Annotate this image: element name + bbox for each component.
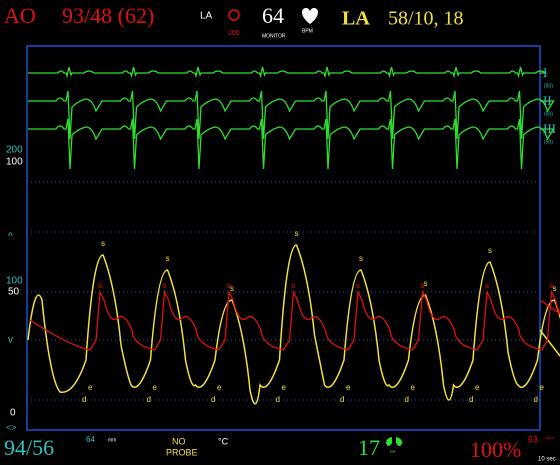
wave-label: e [475, 383, 480, 392]
lead-name: II [543, 93, 552, 108]
scale-label: 100 [6, 276, 23, 287]
wave-label: s [98, 281, 102, 290]
alarm-icon [228, 9, 240, 21]
footer-pressure: 94/56 [4, 435, 54, 460]
ecg-trace [28, 118, 555, 170]
footer-pressure-sub: 64 [86, 435, 95, 444]
scale-label: 0 [10, 408, 16, 419]
scale-label: 200 [6, 145, 23, 156]
temp-unit: °C [218, 436, 229, 446]
sweep: 10 sec [538, 457, 556, 463]
wave-label: e [540, 383, 545, 392]
wave-label: s [488, 246, 492, 255]
footer-pressure-unit: mm [108, 437, 116, 443]
wave-label: d [534, 395, 538, 404]
wave-label: e [217, 383, 222, 392]
wave-label: s [553, 284, 557, 293]
wave-label: s [166, 254, 170, 263]
resp-unit: RR [390, 449, 396, 454]
ecg-trace [28, 90, 555, 140]
spo2: 100% [470, 437, 521, 462]
lead-gain: (50) [544, 139, 553, 145]
alarm-source: LA [200, 11, 213, 22]
lead-name: I [543, 65, 547, 80]
heart-icon [302, 8, 318, 24]
temp-line1: NO [172, 436, 186, 446]
grid-lines [27, 181, 540, 401]
wave-label: s [421, 281, 425, 290]
wave-label: d [340, 395, 344, 404]
wave-label: d [276, 395, 280, 404]
wave-label: e [88, 383, 93, 392]
wave-label: e [346, 383, 351, 392]
la-label: LA [342, 8, 370, 30]
wave-label: s [359, 254, 363, 263]
alarm-limit: 200 [228, 30, 240, 37]
scale-arrows: <> [6, 422, 17, 432]
wave-label: s [230, 284, 234, 293]
la-pressure: 58/10, 18 [388, 8, 464, 30]
wave-label: d [405, 395, 409, 404]
ecg-trace [28, 66, 548, 79]
spo2-unit: bpm [546, 435, 554, 440]
wave-label: e [411, 383, 416, 392]
hr-unit: BPM [302, 28, 313, 34]
wave-label: d [82, 395, 86, 404]
scale-arrow: v [8, 335, 13, 346]
wave-label: s [295, 229, 299, 238]
wave-label: e [282, 383, 287, 392]
wave-label: d [211, 395, 215, 404]
wave-label: s [550, 281, 554, 290]
wave-label: s [163, 281, 167, 290]
heart-rate: 64 [262, 3, 284, 28]
lead-gain: (50) [544, 83, 553, 89]
temp-line2: PROBE [166, 447, 198, 457]
wave-label: s [485, 281, 489, 290]
waveform-frame [26, 45, 541, 431]
scale-label: 100 [6, 157, 23, 168]
scale-label: 50 [8, 287, 20, 298]
wave-label: s [101, 239, 105, 248]
wave-label: d [147, 395, 151, 404]
scale-arrow: ^ [8, 232, 13, 243]
ao-pressure: 93/48 (62) [62, 3, 154, 28]
resp-rate: 17 [358, 435, 380, 460]
wave-label: e [153, 383, 158, 392]
wave-label: d [469, 395, 473, 404]
lead-gain: (50) [544, 111, 553, 117]
lead-name: III [543, 121, 556, 136]
ao-pressure-wave [29, 289, 560, 351]
wave-label: s [227, 281, 231, 290]
wave-label: s [424, 279, 428, 288]
wave-label: s [292, 281, 296, 290]
hr-source: MONITOR [262, 33, 286, 39]
spo2-sub: 63 [528, 434, 538, 444]
ao-label: AO [4, 3, 36, 28]
lung-icon [386, 437, 402, 446]
wave-label: s [356, 281, 360, 290]
